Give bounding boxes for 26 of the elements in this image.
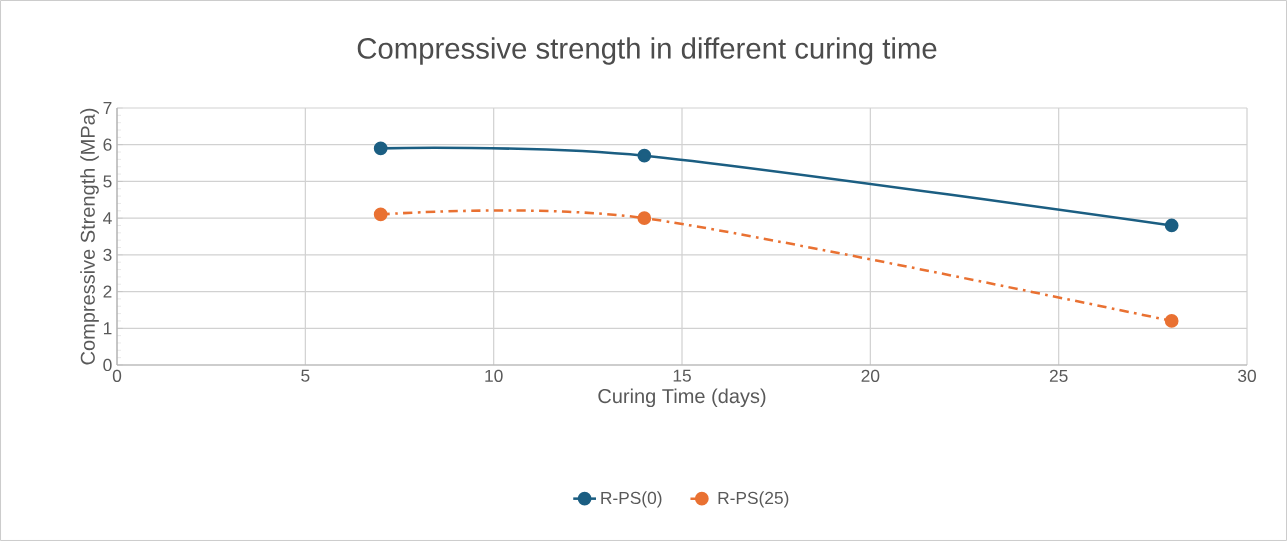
x-tick-label: 20 <box>861 369 880 382</box>
legend-label: R-PS(25) <box>718 491 789 508</box>
y-tick-label: 7 <box>103 102 112 114</box>
chart-title: Compressive strength in different curing time <box>357 37 937 65</box>
point <box>1164 314 1179 328</box>
y-tick-label: 5 <box>103 175 112 188</box>
x-tick-label: 0 <box>112 369 122 382</box>
y-tick-label: 2 <box>103 285 112 298</box>
point <box>373 207 388 222</box>
x-axis-title: Curing Time (days) <box>598 388 766 408</box>
x-tick-label: 25 <box>1049 369 1068 382</box>
point <box>1164 218 1179 233</box>
x-tick-label: 30 <box>1238 369 1256 382</box>
point <box>637 148 652 163</box>
y-tick-label: 1 <box>103 322 112 335</box>
x-tick-label: 5 <box>301 369 310 382</box>
y-tick-label: 3 <box>103 248 112 261</box>
y-tick-label: 6 <box>103 138 112 151</box>
x-tick-label: 15 <box>673 369 691 382</box>
y-axis-title: Compressive Strength (MPa) <box>80 108 99 365</box>
x-tick-label: 10 <box>485 369 503 382</box>
point <box>373 141 388 156</box>
legend-label: R-PS(0) <box>601 491 662 508</box>
y-tick-label: 0 <box>103 358 112 372</box>
point <box>637 211 652 226</box>
y-tick-label: 4 <box>103 212 112 225</box>
